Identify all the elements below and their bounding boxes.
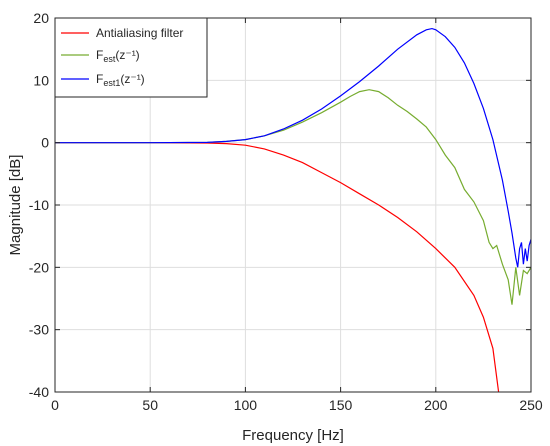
legend-label-post: (z⁻¹) (120, 72, 144, 86)
legend-label-main: F (96, 72, 103, 86)
y-tick-label: -20 (29, 259, 49, 275)
series-line-2 (55, 27, 531, 268)
y-tick-label: 20 (33, 10, 49, 26)
x-tick-label: 50 (142, 397, 158, 413)
y-tick-label: 0 (41, 135, 49, 151)
legend-box (54, 17, 208, 98)
x-tick-label: 0 (51, 397, 59, 413)
x-tick-label: 250 (519, 397, 543, 413)
x-axis-label: Frequency [Hz] (242, 427, 344, 444)
grid (54, 17, 532, 393)
y-tick-label: -30 (29, 322, 49, 338)
legend-label-main: F (96, 48, 103, 62)
y-tick-label: -10 (29, 197, 49, 213)
legend-label-2: Fest1(z⁻¹) (96, 72, 145, 88)
x-tick-label: 100 (234, 397, 258, 413)
series-line-0 (55, 142, 500, 392)
legend-label-0: Antialiasing filter (96, 26, 183, 40)
legend-label-main: Antialiasing filter (96, 26, 183, 40)
legend-label-1: Fest(z⁻¹) (96, 48, 140, 64)
series-layer (55, 27, 531, 392)
ticks: 0 50 100 150 200 250 -40 -30 -20 -10 0 10 20 (29, 10, 543, 413)
series-line-1 (55, 89, 531, 305)
legend-label-sub: est (103, 54, 116, 64)
y-tick-label: 10 (33, 72, 49, 88)
x-tick-label: 200 (424, 397, 448, 413)
legend-label-sub: est1 (103, 78, 120, 88)
legend-label-post: (z⁻¹) (115, 48, 139, 62)
y-axis-label: Magnitude [dB] (7, 155, 24, 256)
y-tick-label: -40 (29, 384, 49, 400)
x-tick-label: 150 (329, 397, 353, 413)
